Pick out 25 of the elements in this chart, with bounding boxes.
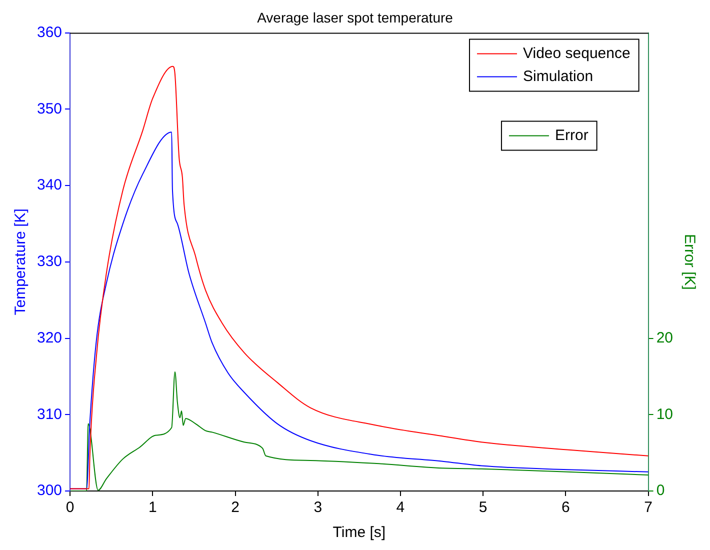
y-tick-label: 300 [36,482,62,500]
legend-label: Error [554,126,588,144]
x-tick-label: 0 [66,499,74,516]
y-tick-label: 330 [36,253,62,270]
y2-tick-label: 10 [656,406,674,423]
chart-title: Average laser spot temperature [257,9,454,26]
x-tick-label: 3 [314,499,322,516]
x-tick-label: 4 [396,499,405,516]
legend-label: Video sequence [523,44,630,62]
x-axis-title: Time [s] [332,524,386,542]
x-tick-label: 7 [644,499,652,516]
x-tick-label: 1 [148,499,157,516]
y2-tick-label: 20 [656,329,674,346]
y-axis-title: Temperature [K] [12,208,30,316]
y-tick-label: 320 [36,329,62,346]
y-tick-label: 340 [36,176,62,194]
x-tick-label: 2 [231,499,240,516]
x-tick-label: 5 [478,499,488,516]
x-tick-label: 6 [562,499,570,516]
y-tick-label: 360 [36,24,62,41]
y-tick-label: 350 [36,100,62,118]
y2-axis-title: Error [K] [680,234,698,290]
legend-label: Simulation [523,68,594,85]
y2-tick-label: 0 [656,482,665,500]
y-tick-label: 310 [36,406,62,423]
